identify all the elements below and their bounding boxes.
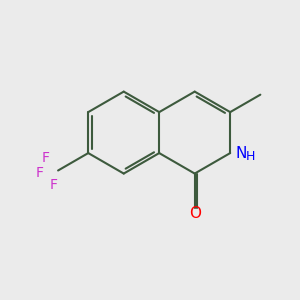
Text: F: F [42,151,50,165]
Text: O: O [189,206,201,221]
Text: F: F [50,178,58,192]
Text: N: N [235,146,247,160]
Text: F: F [36,166,44,179]
Text: H: H [246,150,255,163]
